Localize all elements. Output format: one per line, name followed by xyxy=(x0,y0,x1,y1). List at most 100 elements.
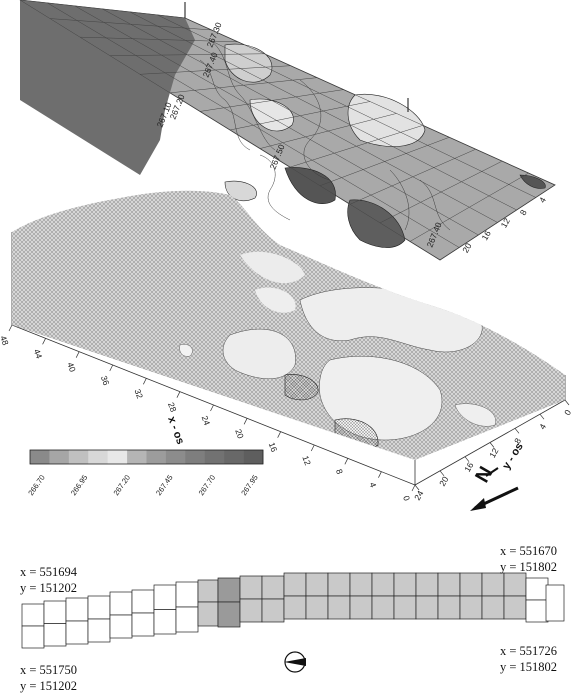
north-label: N xyxy=(471,463,497,487)
plan-cell xyxy=(65,597,89,622)
plan-cell xyxy=(349,572,373,597)
orientation-arrow-icon xyxy=(284,651,306,673)
y-tick-label: 8 xyxy=(512,436,523,445)
x-tick-label: 0 xyxy=(401,494,412,502)
y-tick-label: 24 xyxy=(412,489,426,502)
x-tick xyxy=(42,338,46,345)
y-tick-label: 16 xyxy=(462,460,476,473)
legend-swatch xyxy=(146,450,167,464)
plan-view: x = 551694 y = 151202 x = 551750 y = 151… xyxy=(20,544,565,693)
plan-cell xyxy=(197,601,219,627)
x-tick xyxy=(8,324,13,332)
plan-cell xyxy=(175,581,199,608)
y-tick-label: 20 xyxy=(437,474,451,487)
plan-cell xyxy=(415,572,439,597)
legend-swatch xyxy=(204,450,225,464)
plan-cell xyxy=(305,572,329,597)
y-tick xyxy=(539,413,545,420)
y-tick xyxy=(489,442,495,448)
x-tick-label: 20 xyxy=(233,428,246,441)
plane-grid-line xyxy=(157,14,536,198)
coord-bottom-left-x: x = 551750 xyxy=(20,663,77,677)
legend-label: 267.95 xyxy=(239,473,260,497)
plane-y-tick-label: 12 xyxy=(499,216,513,229)
x-tick xyxy=(344,458,349,465)
plan-cell xyxy=(239,575,263,600)
y-tick-label: 0 xyxy=(562,408,573,417)
x-tick xyxy=(210,404,214,412)
plan-cell xyxy=(131,612,155,637)
coord-top-right-y: y = 151802 xyxy=(500,560,557,574)
legend-label: 266.95 xyxy=(69,473,90,497)
plan-cell xyxy=(153,609,177,635)
plan-cell xyxy=(459,572,483,597)
plan-cell xyxy=(503,595,527,620)
legend-swatch xyxy=(185,450,206,464)
plane-grid-line xyxy=(19,0,441,261)
plan-cell xyxy=(481,572,505,597)
y-axis-label: y - os xyxy=(500,441,525,472)
plan-cell xyxy=(109,614,133,639)
coord-top-left-x: x = 551694 xyxy=(20,565,78,579)
plan-cell xyxy=(197,579,219,603)
plane-y-tick-label: 16 xyxy=(479,229,493,242)
x-tick-label: 8 xyxy=(334,468,345,476)
x-tick-label: 28 xyxy=(166,401,179,414)
coord-top-right-x: x = 551670 xyxy=(500,544,557,558)
plan-cell xyxy=(371,595,395,620)
plan-cell xyxy=(503,572,527,597)
plan-cell xyxy=(43,623,67,647)
plane-grid-line xyxy=(102,8,498,223)
legend-label: 267.70 xyxy=(197,473,218,497)
x-tick-label: 40 xyxy=(65,361,78,374)
coord-top-left-y: y = 151202 xyxy=(20,581,77,595)
x-tick xyxy=(143,378,147,385)
y-tick xyxy=(414,484,420,491)
x-tick-label: 36 xyxy=(99,374,112,387)
plan-cell xyxy=(21,603,45,627)
legend-swatch xyxy=(68,450,89,464)
coord-bottom-right-x: x = 551726 xyxy=(500,644,557,658)
y-tick xyxy=(564,399,570,406)
plan-cell xyxy=(65,620,89,645)
y-tick-label: 4 xyxy=(537,422,548,431)
x-tick xyxy=(75,351,80,358)
legend-swatch xyxy=(30,450,50,464)
plan-cell xyxy=(283,572,307,597)
plane-y-tick-label: 20 xyxy=(460,241,474,254)
x-tick-label: 48 xyxy=(0,334,11,347)
plan-cell xyxy=(283,595,307,620)
plan-cell xyxy=(393,572,417,597)
plane-grid-line xyxy=(184,17,556,186)
legend-swatch xyxy=(49,450,70,464)
legend-label: 267.45 xyxy=(154,473,175,497)
plan-cell xyxy=(239,598,263,623)
plan-cell xyxy=(393,595,417,620)
plan-cell xyxy=(437,572,461,597)
x-tick xyxy=(310,444,315,452)
plan-cell xyxy=(153,584,177,610)
plane-grid-line xyxy=(129,11,517,211)
plan-cell xyxy=(545,584,565,622)
x-tick-label: 4 xyxy=(368,481,379,489)
plan-cell xyxy=(261,598,285,623)
legend-swatch xyxy=(88,450,108,464)
plan-cell xyxy=(525,577,549,601)
plane-grid-line xyxy=(47,2,460,248)
x-tick-label: 16 xyxy=(267,441,280,454)
y-tick-label: 12 xyxy=(487,446,501,459)
legend-swatch xyxy=(165,450,186,464)
plan-cell xyxy=(349,595,373,620)
x-tick-label: 12 xyxy=(300,454,313,467)
legend: 266.70 266.95 267.20 267.45 267.70 267.95 xyxy=(26,449,264,497)
x-tick xyxy=(176,391,181,398)
legend-swatch xyxy=(107,450,128,464)
legend-swatch xyxy=(243,450,264,464)
coord-bottom-right-y: y = 151802 xyxy=(500,660,557,674)
x-tick-label: 44 xyxy=(32,348,45,361)
legend-swatch xyxy=(127,450,147,464)
plan-cell xyxy=(371,572,395,597)
x-tick xyxy=(277,431,281,438)
plan-cell xyxy=(217,601,241,628)
